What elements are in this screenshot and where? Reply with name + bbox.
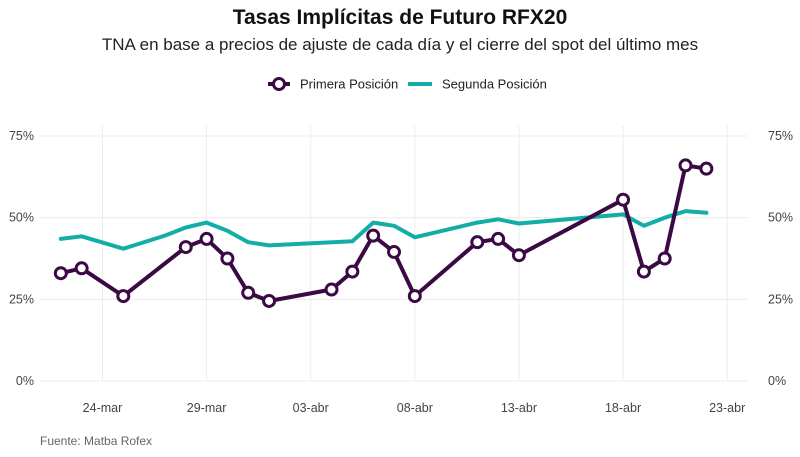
x-tick-label: 24-mar (83, 401, 123, 415)
legend-label-segunda: Segunda Posición (442, 77, 547, 92)
y-tick-label-left: 50% (9, 211, 34, 225)
legend-marker-primera (272, 77, 286, 91)
data-point (199, 231, 214, 246)
y-tick-label-right: 75% (768, 129, 793, 143)
gridlines (40, 126, 748, 382)
data-point (657, 251, 672, 266)
x-axis: 24-mar 29-mar 03-abr 08-abr 13-abr 18-abr 23-a… (83, 401, 746, 415)
data-point (324, 282, 339, 297)
data-point (636, 264, 651, 279)
data-point (53, 266, 68, 281)
data-point (678, 158, 693, 173)
data-point (470, 235, 485, 250)
data-point (345, 264, 360, 279)
data-point (220, 251, 235, 266)
y-tick-label-right: 50% (768, 211, 793, 225)
data-point (407, 289, 422, 304)
data-point (491, 231, 506, 246)
series-line-segunda (58, 209, 709, 251)
source-note: Fuente: Matba Rofex (40, 434, 153, 448)
x-tick-label: 23-abr (709, 401, 745, 415)
data-point (511, 248, 526, 263)
series-line-primera (58, 163, 709, 303)
data-point (241, 285, 256, 300)
data-point (616, 192, 631, 207)
y-tick-label-left: 0% (16, 374, 34, 388)
y-tick-label-left: 75% (9, 129, 34, 143)
data-point (262, 293, 277, 308)
legend: Primera Posición Segunda Posición (268, 77, 547, 92)
data-point (74, 261, 89, 276)
y-tick-label-right: 0% (768, 374, 786, 388)
y-tick-label-left: 25% (9, 292, 34, 306)
chart-subtitle: TNA en base a precios de ajuste de cada … (101, 35, 699, 54)
data-point (366, 228, 381, 243)
x-tick-label: 08-abr (397, 401, 433, 415)
data-point (116, 289, 131, 304)
y-axis-left: 0% 25% 50% 75% (9, 129, 34, 388)
data-point (178, 240, 193, 255)
x-tick-label: 13-abr (501, 401, 537, 415)
y-tick-label-right: 25% (768, 292, 793, 306)
x-tick-label: 29-mar (187, 401, 227, 415)
series-layer (53, 158, 714, 308)
data-point (387, 244, 401, 259)
x-tick-label: 03-abr (293, 401, 329, 415)
y-axis-right: 0% 25% 50% 75% (768, 129, 793, 388)
legend-label-primera: Primera Posición (300, 77, 398, 92)
chart-title: Tasas Implícitas de Futuro RFX20 (232, 6, 568, 29)
data-point (699, 161, 714, 176)
x-tick-label: 18-abr (605, 401, 641, 415)
